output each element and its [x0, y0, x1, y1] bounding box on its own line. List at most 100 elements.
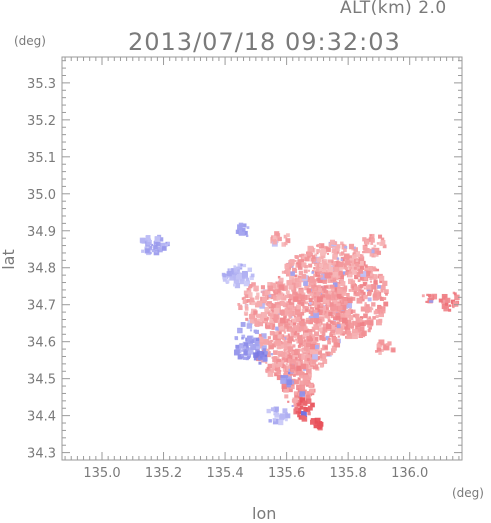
echo-pixel [364, 240, 370, 245]
echo-pixel [312, 278, 316, 283]
echo-pixel [359, 284, 364, 288]
echo-pixel [340, 313, 345, 318]
echo-pixel [347, 265, 351, 269]
echo-pixel [364, 248, 370, 254]
echo-pixel [275, 326, 280, 331]
echo-pixel [248, 313, 255, 320]
echo-pixel [242, 223, 247, 228]
echo-pixel [375, 319, 382, 326]
echo-pixel [281, 270, 285, 274]
echo-pixel [269, 311, 272, 314]
echo-pixel [331, 306, 336, 311]
echo-pixel [340, 258, 343, 261]
echo-pixel [313, 267, 316, 270]
echo-pixel [288, 328, 293, 332]
echo-pixel [320, 331, 323, 334]
echo-pixel [266, 408, 271, 414]
echo-pixel [441, 293, 448, 300]
echo-pixel [361, 330, 367, 337]
echo-pixel [261, 351, 268, 358]
echo-pixel [452, 301, 459, 307]
echo-pixel [373, 280, 378, 285]
echo-pixel [239, 279, 245, 285]
echo-pixel [304, 285, 310, 291]
echo-pixel [305, 301, 309, 305]
echo-pixel [338, 305, 343, 311]
echo-pixel [368, 291, 372, 295]
echo-pixel [383, 301, 389, 307]
echo-pixel [332, 332, 336, 336]
echo-pixel [346, 294, 350, 297]
echo-pixel [374, 350, 378, 353]
echo-pixel [322, 359, 328, 364]
echo-region [237, 282, 288, 329]
echo-pixel [253, 285, 259, 292]
echo-pixel [431, 293, 438, 300]
echo-pixel [344, 266, 348, 270]
echo-pixel [379, 296, 384, 301]
echo-pixel [157, 246, 163, 253]
echo-pixel [275, 281, 279, 285]
echo-pixel [294, 407, 299, 411]
y-tick-label: 35.3 [27, 77, 56, 92]
y-tick-label: 34.9 [27, 225, 56, 240]
x-tick-label: 135.8 [330, 466, 367, 481]
echo-pixel [258, 361, 262, 365]
echo-pixel [286, 307, 293, 314]
echo-pixel [249, 297, 255, 303]
echo-pixel [283, 234, 288, 239]
echo-pixel [320, 253, 326, 259]
echo-pixel [322, 323, 329, 329]
echo-pixel [372, 316, 376, 320]
echo-pixel [317, 275, 321, 279]
echo-pixel [353, 247, 358, 252]
echo-pixel [283, 337, 287, 340]
echo-pixel [323, 285, 327, 289]
echo-pixel [333, 241, 338, 246]
echo-pixel [341, 291, 346, 296]
echo-region [362, 233, 387, 258]
echo-pixel [287, 400, 290, 403]
echo-pixel [240, 263, 244, 267]
echo-pixel [246, 353, 251, 358]
echo-pixel [331, 260, 334, 263]
echo-pixel [325, 246, 331, 253]
echo-pixel [289, 383, 295, 390]
echo-pixel [292, 268, 298, 274]
plot-frame [61, 56, 463, 461]
echo-pixel [254, 341, 260, 347]
echo-pixel [274, 288, 279, 293]
echo-pixel [313, 424, 318, 429]
echo-pixel [352, 270, 357, 275]
echo-pixel [274, 365, 281, 372]
echo-pixel [331, 336, 338, 343]
echo-pixel [282, 293, 285, 296]
echo-pixel [261, 345, 267, 351]
echo-pixel [261, 312, 268, 318]
echo-pixel [312, 354, 318, 360]
echo-pixel [251, 282, 256, 287]
echo-pixel [349, 266, 353, 270]
echo-pixel [336, 257, 340, 260]
echo-pixel [256, 313, 261, 318]
echo-pixel [288, 372, 291, 375]
echo-pixel [238, 229, 245, 236]
echo-pixel [337, 335, 340, 338]
echo-pixel [333, 316, 337, 321]
echo-pixel [353, 253, 357, 257]
echo-pixel [313, 351, 319, 357]
echo-pixel [362, 244, 368, 250]
echo-pixel [274, 373, 278, 377]
echo-pixel [387, 341, 392, 346]
echo-pixel [362, 237, 367, 242]
echo-pixel [307, 375, 312, 380]
echo-pixel [272, 289, 275, 292]
echo-pixel [331, 345, 337, 351]
echo-pixel [322, 327, 328, 333]
echo-pixel [286, 233, 290, 238]
echo-pixel [429, 295, 433, 299]
echo-pixel [320, 304, 324, 309]
echo-pixel [307, 336, 313, 342]
echo-pixel [327, 304, 330, 308]
echo-pixel [299, 254, 303, 258]
